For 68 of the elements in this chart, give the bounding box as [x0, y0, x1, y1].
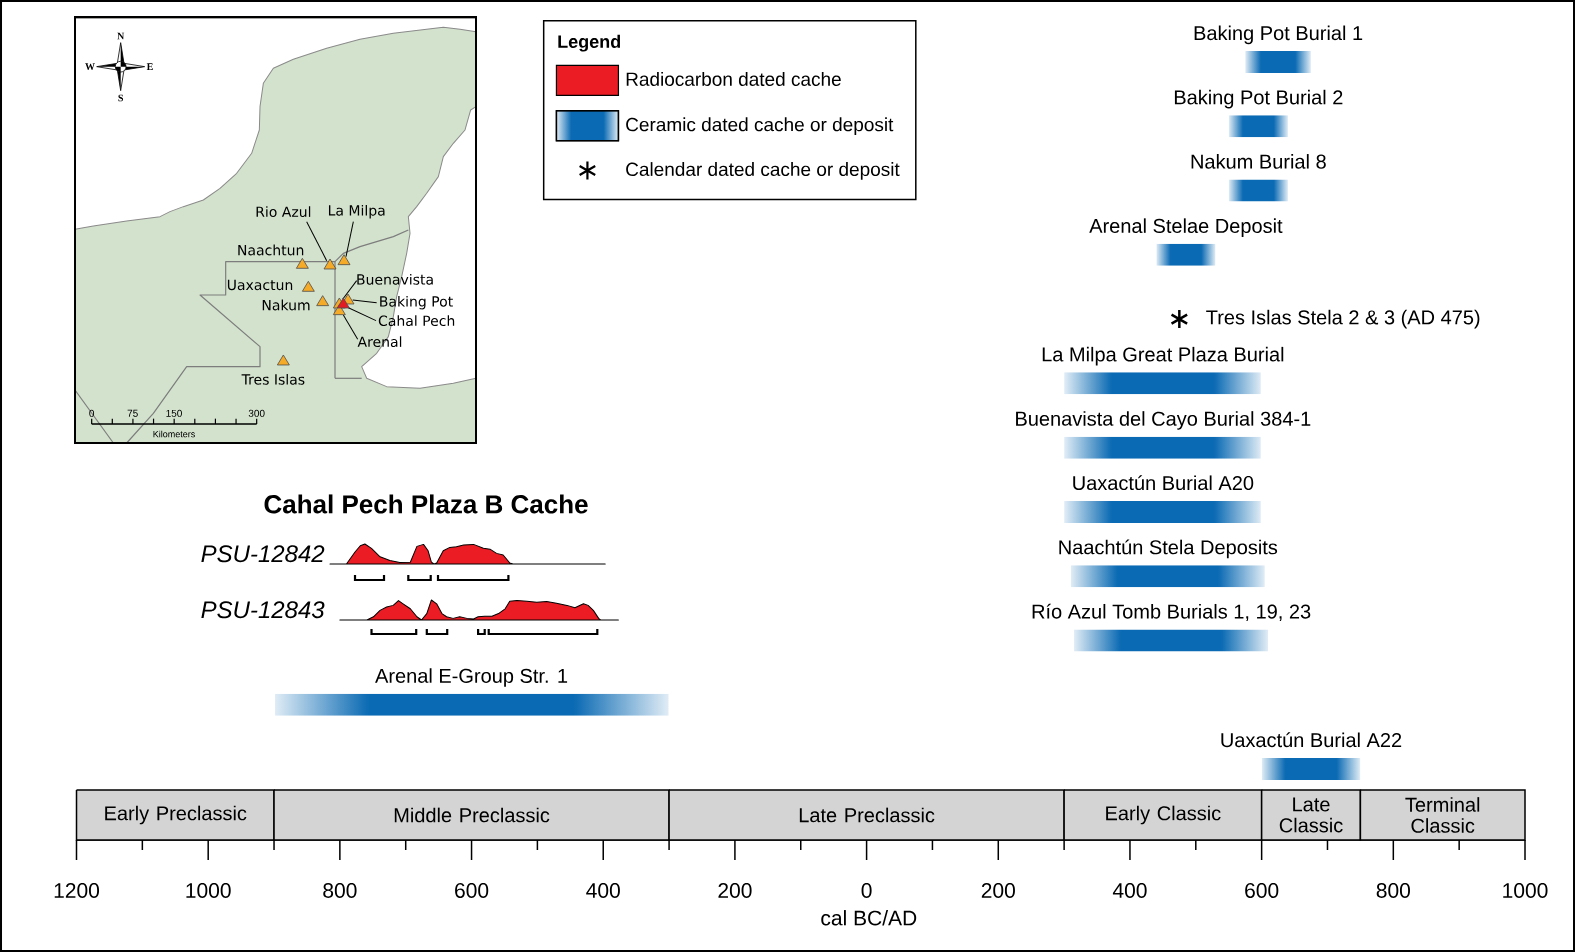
annotation: 0	[89, 409, 95, 417]
bar	[1245, 51, 1311, 73]
y-tick-label: Naachtún Stela Deposits	[1059, 539, 1278, 559]
x-tick-label: 400	[586, 883, 620, 898]
annotation: 150	[166, 409, 182, 417]
y-tick-label: Arenal Stelae Deposit	[1089, 218, 1283, 237]
y-tick-label: Baking Pot Burial 1	[1194, 25, 1363, 45]
text: Radiocarbon dated cache	[626, 72, 841, 86]
bar	[1064, 500, 1261, 523]
x-tick-label: 400	[1112, 883, 1147, 898]
y-axis-title: PSU-12842	[201, 545, 325, 563]
bar	[1074, 629, 1269, 652]
y-tick-label: Tres Islas Stela 2 & 3 (AD 475)	[1206, 309, 1480, 329]
annotation: Rio Azul	[256, 206, 311, 218]
annotation: N	[117, 32, 125, 40]
x-tick-label: 600	[455, 883, 489, 898]
y-tick-label: Río Azul Tomb Burials 1, 19, 23	[1032, 603, 1311, 622]
x-tick-label: 600	[1245, 883, 1279, 898]
x-tick-label: 200	[981, 883, 1015, 898]
y-axis-title: PSU-12843	[201, 601, 325, 619]
y-tick-label: Uaxactún Burial A22	[1221, 732, 1402, 748]
annotation: Buenavista	[357, 273, 433, 285]
legend-label: Ceramic dated cache or deposit	[626, 117, 894, 136]
y-tick-label: Baking Pot Burial 2	[1174, 89, 1343, 109]
x-tick-label: 800	[1376, 883, 1411, 898]
series-label: Terminal Classic	[1405, 797, 1480, 833]
y-tick-label: La Milpa Great Plaza Burial	[1042, 346, 1284, 366]
annotation: Nakum	[262, 299, 310, 311]
x-tick-label: 0	[861, 883, 872, 898]
annotation: Kilometers	[153, 430, 195, 438]
y-tick-label: Arenal E-Group Str. 1	[375, 668, 568, 687]
x-tick-label: 1000	[1503, 883, 1548, 898]
series-label: Early Preclassic	[105, 805, 247, 825]
annotation: S	[118, 94, 124, 102]
series-label: Middle Preclassic	[394, 807, 550, 823]
series-label: Late Classic	[1279, 797, 1343, 833]
legend-title: Legend	[558, 34, 621, 52]
annotation: La Milpa	[328, 204, 385, 219]
series-label: Late Preclassic	[799, 807, 935, 823]
bar	[1156, 243, 1216, 266]
chart-title: Cahal Pech Plaza B Cache	[264, 494, 588, 514]
annotation: Uaxactun	[227, 279, 293, 291]
annotation: W	[85, 63, 95, 71]
bar	[275, 693, 669, 716]
y-tick-label: Nakum Burial 8	[1191, 154, 1326, 169]
annotation: Naachtun	[238, 244, 304, 256]
bar	[1064, 372, 1261, 395]
bar	[1228, 179, 1288, 202]
y-tick-label: Uaxactún Burial A20	[1073, 475, 1254, 491]
x-axis-title: cal BC/AD	[821, 910, 917, 926]
x-tick-label: 800	[323, 883, 357, 898]
x-tick-label: 200	[718, 883, 752, 898]
legend-label: Calendar dated cache or deposit	[626, 162, 900, 180]
annotation: Baking Pot	[380, 295, 453, 310]
bar	[1064, 436, 1261, 459]
bar	[1070, 565, 1265, 588]
annotation: E	[146, 63, 153, 70]
series-label: Early Classic	[1106, 805, 1221, 825]
annotation: Arenal	[357, 336, 402, 348]
bar	[1261, 758, 1361, 780]
annotation: Tres Islas	[241, 373, 305, 385]
x-tick-label: 1200	[54, 883, 100, 898]
annotation: Cahal Pech	[378, 315, 455, 327]
x-tick-label: 1000	[186, 883, 231, 898]
annotation: 300	[248, 409, 265, 417]
y-tick-label: Buenavista del Cayo Burial 384-1	[1016, 411, 1311, 430]
annotation: 75	[127, 409, 138, 417]
bar	[1228, 115, 1288, 138]
